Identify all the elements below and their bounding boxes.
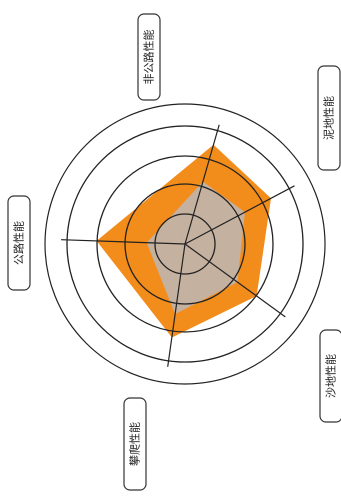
axis-label-2: 泥地性能 xyxy=(317,65,341,171)
spoke-5 xyxy=(61,239,186,245)
outer-ring xyxy=(44,103,326,385)
grid-ring-3 xyxy=(96,155,274,333)
axis-label-text: 非公路性能 xyxy=(142,30,156,85)
grid-ring-2 xyxy=(124,183,246,305)
axis-label-5: 公路性能 xyxy=(7,195,31,291)
radar-grid-overlay xyxy=(61,124,304,367)
axis-label-3: 沙地性能 xyxy=(319,329,341,423)
radar-grid xyxy=(44,103,326,385)
axis-label-box xyxy=(137,13,161,101)
axis-label-text: 攀爬性能 xyxy=(128,422,142,466)
grid-ring-1 xyxy=(154,213,216,275)
spoke-4 xyxy=(167,243,186,367)
radar-series xyxy=(96,144,271,338)
axis-label-text: 泥地性能 xyxy=(322,96,336,140)
axis-label-box xyxy=(319,329,341,423)
series-2-area xyxy=(146,181,245,315)
axis-label-box xyxy=(123,397,147,491)
grid-ring-4 xyxy=(66,125,304,363)
axis-label-box xyxy=(7,195,31,291)
axis-label-text: 公路性能 xyxy=(12,221,26,265)
spoke-1 xyxy=(184,124,220,245)
axis-label-1: 非公路性能 xyxy=(137,13,161,101)
axis-label-text: 沙地性能 xyxy=(324,354,338,398)
axis-label-box xyxy=(317,65,341,171)
spoke-2 xyxy=(184,185,295,245)
spoke-3 xyxy=(184,243,286,318)
axis-label-4: 攀爬性能 xyxy=(123,397,147,491)
